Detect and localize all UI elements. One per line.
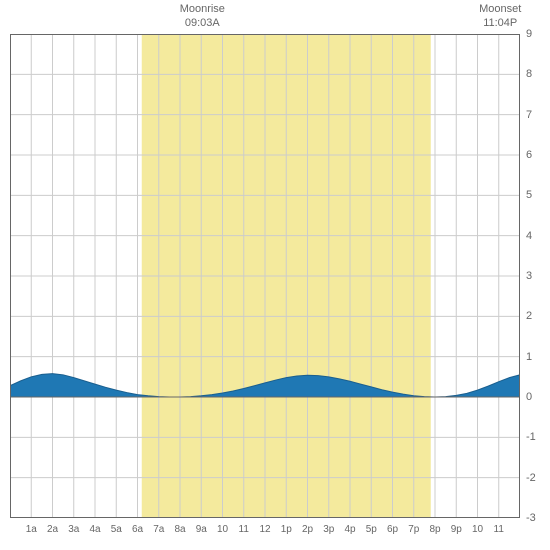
x-tick-label: 9p xyxy=(451,524,462,535)
x-tick-label: 8a xyxy=(174,524,185,535)
y-tick-label: 0 xyxy=(526,391,532,403)
y-tick-label: 3 xyxy=(526,270,532,282)
y-tick-label: -2 xyxy=(526,472,536,484)
y-tick-label: 9 xyxy=(526,28,532,40)
x-tick-label: 11 xyxy=(239,524,249,535)
moonset-time: 11:04P xyxy=(470,16,530,30)
y-tick-label: 8 xyxy=(526,68,532,80)
x-tick-label: 5a xyxy=(111,524,122,535)
x-tick-label: 8p xyxy=(429,524,440,535)
y-tick-label: 2 xyxy=(526,310,532,322)
y-tick-label: 6 xyxy=(526,149,532,161)
tide-moon-chart: Moonrise 09:03A Moonset 11:04P -3-2-1012… xyxy=(0,0,550,550)
y-tick-label: -3 xyxy=(526,512,536,524)
x-tick-label: 6a xyxy=(132,524,143,535)
x-tick-label: 1a xyxy=(26,524,37,535)
y-tick-label: 5 xyxy=(526,189,532,201)
moonset-title: Moonset xyxy=(470,2,530,16)
x-tick-label: 11 xyxy=(494,524,504,535)
y-tick-label: 1 xyxy=(526,351,532,363)
x-tick-label: 7a xyxy=(153,524,164,535)
x-tick-label: 2a xyxy=(47,524,58,535)
x-tick-label: 7p xyxy=(408,524,419,535)
x-tick-label: 6p xyxy=(387,524,398,535)
y-tick-label: 7 xyxy=(526,109,532,121)
x-tick-label: 3p xyxy=(323,524,334,535)
x-tick-label: 1p xyxy=(281,524,292,535)
moonrise-time: 09:03A xyxy=(172,16,232,30)
moonrise-title: Moonrise xyxy=(172,2,232,16)
y-tick-label: 4 xyxy=(526,230,532,242)
x-tick-label: 4p xyxy=(344,524,355,535)
moonset-label: Moonset 11:04P xyxy=(470,2,530,31)
x-tick-label: 2p xyxy=(302,524,313,535)
x-tick-label: 10 xyxy=(472,524,483,535)
x-tick-label: 10 xyxy=(217,524,228,535)
chart-plot-area xyxy=(10,34,520,518)
moonrise-label: Moonrise 09:03A xyxy=(172,2,232,31)
y-tick-label: -1 xyxy=(526,431,536,443)
x-tick-label: 5p xyxy=(366,524,377,535)
x-tick-label: 12 xyxy=(259,524,270,535)
x-tick-label: 9a xyxy=(196,524,207,535)
x-tick-label: 3a xyxy=(68,524,79,535)
x-tick-label: 4a xyxy=(89,524,100,535)
